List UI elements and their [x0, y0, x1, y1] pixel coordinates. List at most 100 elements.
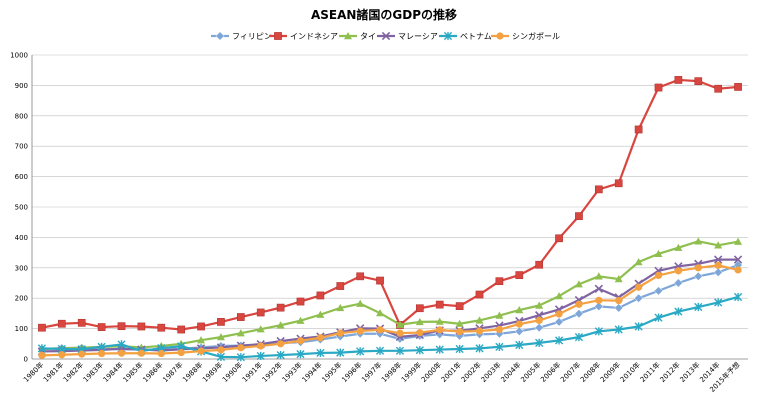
legend-label: フィリピン: [232, 32, 272, 41]
data-point: [614, 325, 623, 334]
data-point: [673, 278, 683, 288]
data-point: [117, 349, 126, 357]
y-tick-label: 400: [15, 234, 28, 242]
data-point: [236, 313, 245, 321]
data-point: [694, 264, 702, 272]
data-point: [456, 328, 464, 336]
legend-label: タイ: [360, 32, 376, 41]
data-point: [555, 234, 563, 243]
data-point: [236, 329, 245, 337]
data-point: [257, 342, 265, 350]
data-point: [475, 316, 484, 324]
data-point: [375, 346, 385, 355]
legend-marker: [215, 31, 225, 41]
data-point: [475, 290, 484, 299]
data-point: [535, 316, 543, 324]
data-point: [455, 344, 464, 354]
data-point: [336, 348, 345, 357]
series-group: [38, 76, 742, 334]
x-tick-label: 1995年: [320, 360, 344, 384]
data-point: [614, 275, 623, 283]
data-point: [674, 243, 683, 251]
legend-label: マレーシア: [398, 32, 438, 41]
legend-label: ベトナム: [460, 32, 492, 41]
x-tick-label: 2004年: [499, 360, 523, 384]
data-point: [694, 77, 703, 85]
data-point: [435, 317, 444, 325]
x-tick-label: 2003年: [479, 360, 503, 384]
data-point: [714, 255, 723, 264]
x-tick-label: 1991年: [240, 360, 264, 384]
data-point: [316, 291, 325, 300]
data-point: [137, 349, 145, 357]
data-point: [714, 241, 723, 249]
data-point: [78, 350, 86, 358]
data-point: [514, 326, 524, 336]
data-point: [654, 313, 663, 322]
x-tick-label: 2010年: [618, 360, 642, 384]
data-point: [495, 311, 504, 319]
gridlines: [31, 54, 748, 360]
data-point: [395, 346, 405, 355]
data-point: [635, 283, 643, 291]
data-point: [197, 322, 205, 331]
data-point: [336, 329, 344, 337]
data-point: [615, 297, 623, 305]
data-point: [376, 309, 385, 317]
data-point: [37, 344, 47, 353]
x-tick-label: 1996年: [340, 360, 364, 384]
data-point: [714, 261, 722, 269]
data-point: [634, 322, 643, 331]
x-tick-label: 2013年: [678, 360, 702, 384]
legend-marker: [381, 31, 391, 41]
data-point: [495, 277, 504, 286]
y-tick-label: 700: [15, 143, 28, 151]
data-point: [734, 237, 743, 245]
data-point: [237, 344, 245, 352]
series-line: [41, 295, 739, 359]
data-point: [256, 351, 265, 361]
chart-title: ASEAN諸国のGDPの推移: [311, 7, 457, 22]
x-tick-label: 2012年: [658, 360, 682, 384]
x-tick-label: 1987年: [161, 360, 185, 384]
data-point: [594, 185, 603, 194]
legend-marker: [344, 32, 352, 40]
data-point: [634, 125, 643, 134]
data-point: [316, 310, 325, 318]
series-line: [41, 258, 739, 353]
data-point: [376, 276, 384, 285]
data-point: [515, 340, 524, 350]
data-point: [694, 302, 703, 312]
data-point: [256, 308, 265, 317]
data-point: [634, 258, 643, 266]
y-tick-label: 0: [24, 356, 28, 364]
data-point: [415, 346, 424, 355]
y-tick-label: 100: [15, 325, 28, 333]
legend-item: フィリピン: [211, 31, 272, 41]
x-tick-label: 2007年: [558, 360, 582, 384]
x-tick-label: 1982年: [61, 360, 85, 384]
data-point: [435, 300, 444, 309]
data-point: [316, 348, 325, 358]
data-point: [515, 320, 523, 328]
data-point: [157, 323, 166, 332]
legend-label: シンガポール: [512, 31, 560, 41]
data-point: [336, 303, 345, 312]
legend-item: シンガポール: [491, 31, 560, 41]
series-layer: [37, 76, 743, 362]
data-point: [436, 326, 444, 334]
x-tick-label: 1998年: [379, 360, 403, 384]
legend-item: マレーシア: [377, 31, 438, 41]
data-point: [674, 267, 682, 275]
data-point: [98, 349, 106, 358]
data-point: [197, 347, 205, 355]
data-point: [276, 303, 285, 312]
data-point: [177, 342, 186, 351]
data-point: [733, 292, 743, 302]
data-point: [296, 316, 305, 324]
data-point: [574, 280, 583, 288]
legend: フィリピン インドネシア タイ マレーシア ベトナム シンガポール: [211, 31, 560, 41]
data-point: [415, 304, 424, 313]
